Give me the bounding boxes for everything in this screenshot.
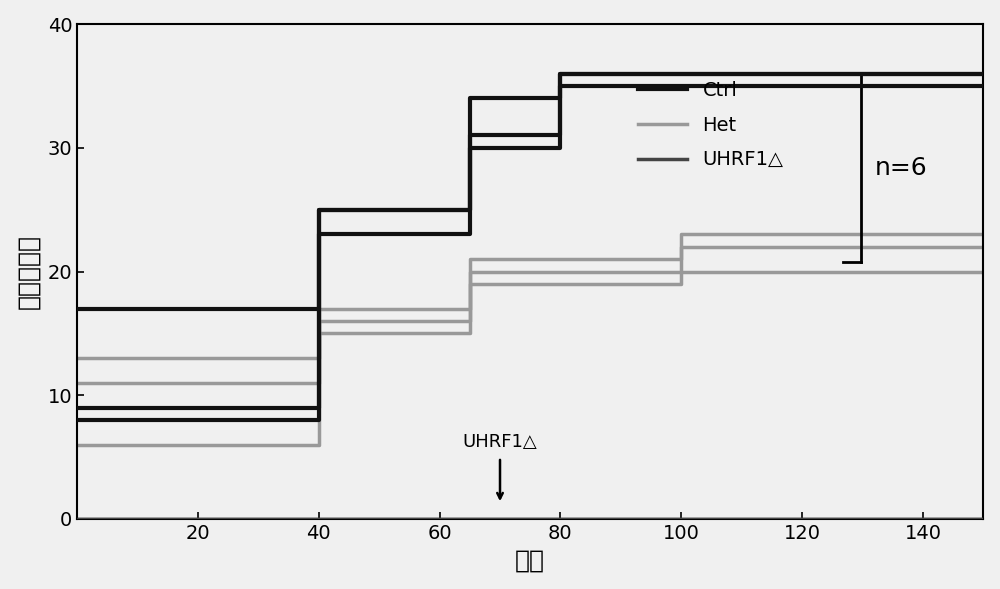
X-axis label: 天数: 天数	[515, 548, 545, 573]
Legend: Ctrl, Het, UHRF1△: Ctrl, Het, UHRF1△	[631, 74, 791, 177]
Text: UHRF1△: UHRF1△	[463, 433, 537, 451]
Y-axis label: 累计后代数: 累计后代数	[17, 234, 41, 309]
Text: n=6: n=6	[875, 155, 927, 180]
